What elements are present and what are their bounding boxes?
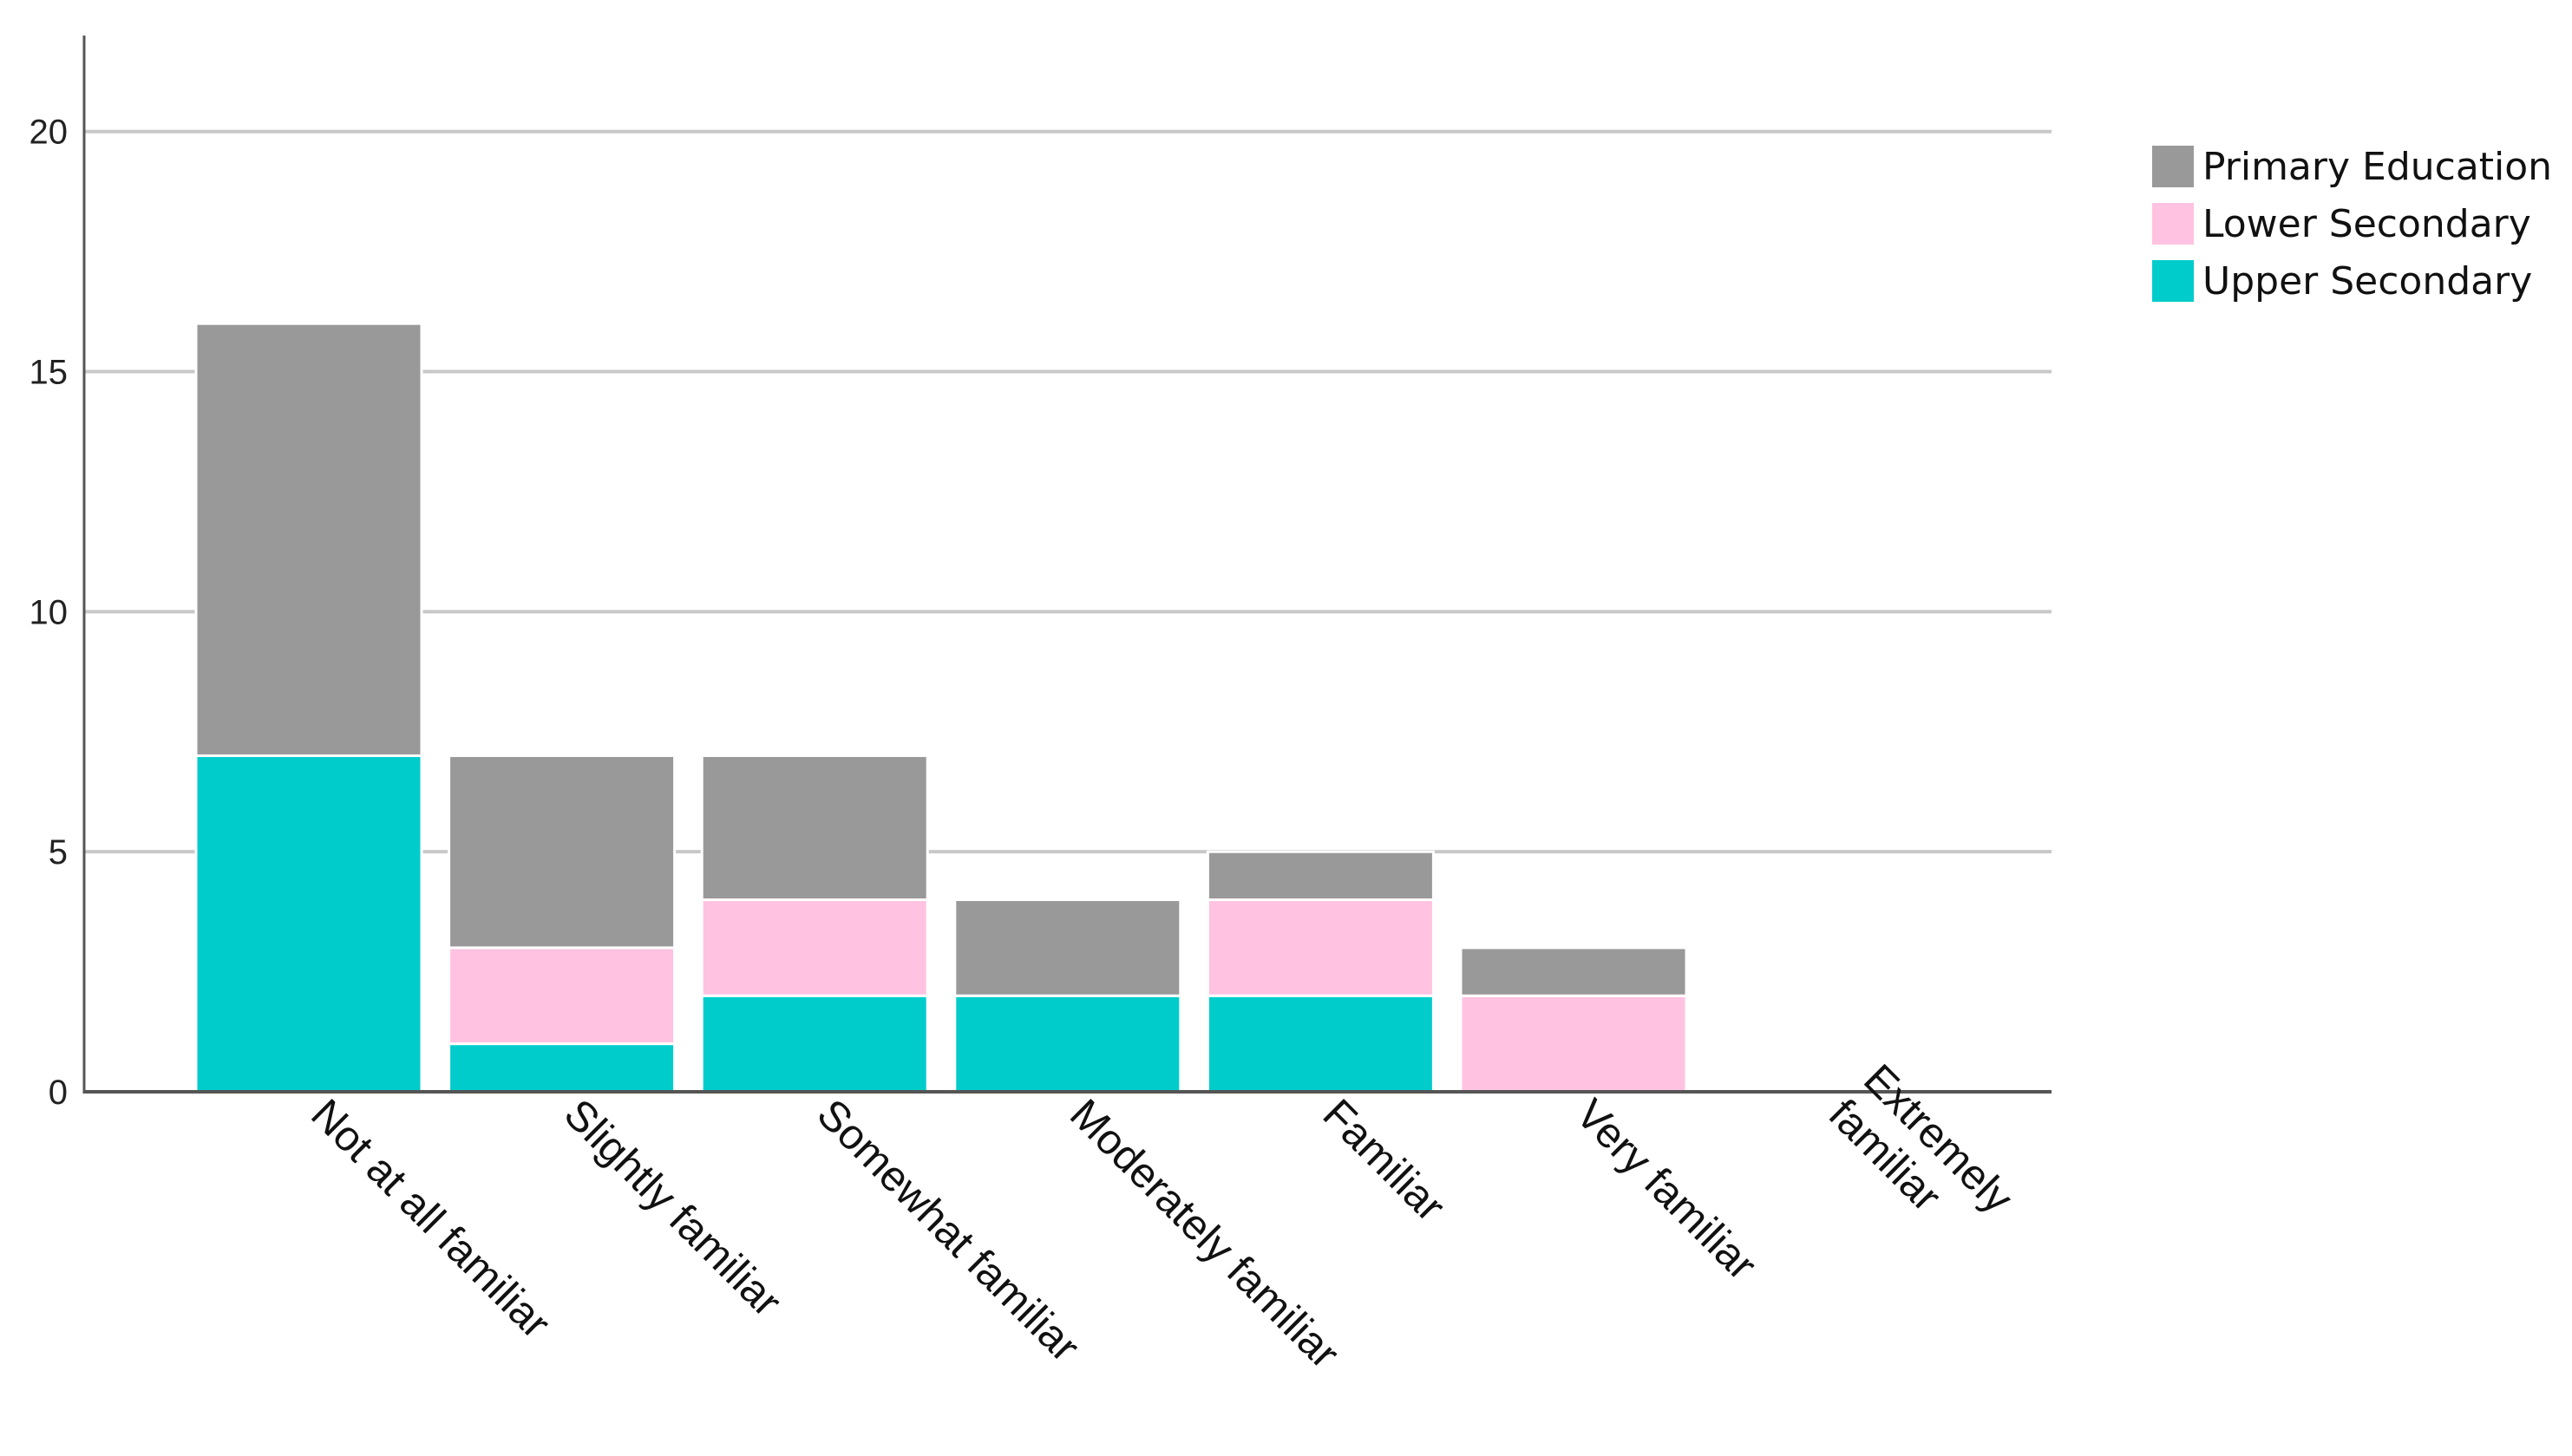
y-axis-tick-labels: 0 5 10 15 20 [29, 114, 69, 1112]
y-tick-label-5: 5 [49, 833, 68, 872]
x-category-label-5: Familiar [1314, 1091, 1454, 1231]
x-category-label-line: Not at all familiar [302, 1091, 559, 1348]
y-tick-label-10: 10 [29, 593, 69, 631]
x-category-label-7: Extremelyfamiliar [1820, 1055, 2022, 1257]
x-category-label-line: Slightly familiar [555, 1091, 790, 1326]
y-tick-label-20: 20 [29, 114, 69, 152]
bar-segment-2-series-3 [448, 754, 677, 950]
x-category-label-2: Slightly familiar [555, 1091, 790, 1326]
x-category-label-3: Somewhat familiar [808, 1091, 1088, 1371]
x-category-label-line: Very familiar [1567, 1091, 1765, 1290]
legend: Primary Education Lower Secondary Upper Se… [2152, 145, 2552, 304]
legend-swatch-2 [2152, 203, 2194, 245]
bar-segment-3-series-2 [700, 898, 929, 997]
bar-segment-2-series-1 [448, 1042, 677, 1094]
bar-segment-6-series-3 [1459, 946, 1688, 997]
legend-label-1: Primary Education [2202, 145, 2552, 189]
bar-segment-4-series-1 [953, 994, 1182, 1094]
x-category-label-4: Moderately familiar [1061, 1091, 1348, 1378]
y-tick-label-0: 0 [49, 1074, 68, 1112]
bar-segment-5-series-2 [1206, 898, 1435, 997]
legend-swatch-1 [2152, 146, 2194, 187]
x-category-label-line: Somewhat familiar [808, 1091, 1088, 1371]
legend-label-2: Lower Secondary [2202, 202, 2531, 246]
x-category-label-1: Not at all familiar [302, 1091, 559, 1348]
bar-segment-5-series-3 [1206, 850, 1435, 902]
bars [194, 322, 1688, 1094]
axes [82, 36, 2052, 1094]
bar-segment-4-series-3 [953, 898, 1182, 997]
x-category-label-line: Familiar [1314, 1091, 1454, 1231]
legend-label-3: Upper Secondary [2202, 259, 2532, 304]
bar-segment-3-series-3 [700, 754, 929, 902]
legend-swatch-3 [2152, 260, 2194, 302]
bar-segment-3-series-1 [700, 994, 929, 1094]
bar-segment-6-series-2 [1459, 994, 1688, 1094]
bar-segment-2-series-2 [448, 946, 677, 1046]
bar-segment-5-series-1 [1206, 994, 1435, 1094]
x-category-label-6: Very familiar [1567, 1091, 1765, 1290]
bar-segment-1-series-1 [194, 754, 423, 1094]
x-category-label-line: Moderately familiar [1061, 1091, 1348, 1378]
bar-segment-1-series-3 [194, 322, 423, 757]
y-tick-label-15: 15 [29, 354, 69, 392]
